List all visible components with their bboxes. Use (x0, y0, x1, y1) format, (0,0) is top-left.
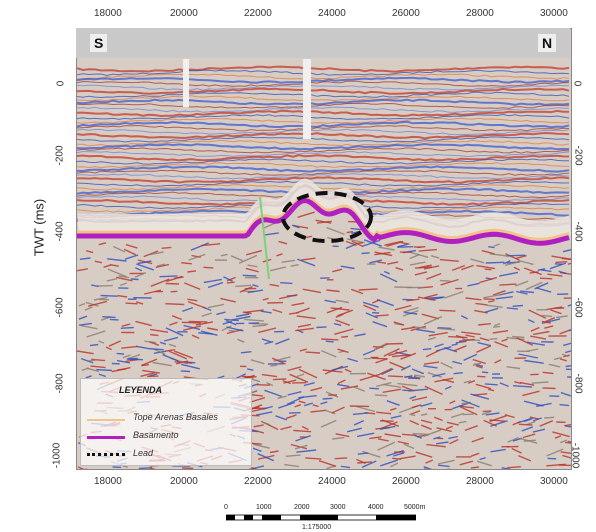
scale-label: 2000 (294, 504, 310, 511)
y-tick: -800 (54, 373, 66, 394)
x-tick: 22000 (244, 8, 272, 19)
x-tick: 28000 (466, 476, 494, 487)
scale-label: 3000 (330, 504, 346, 511)
x-tick: 20000 (170, 476, 198, 487)
legend-title: LEYENDA (119, 385, 163, 395)
legend-item-basamento: Basamento (133, 430, 179, 440)
scale-bar-graphic (226, 514, 416, 521)
y-tick: -1000 (51, 442, 63, 469)
header-band (76, 28, 570, 58)
x-tick: 22000 (244, 476, 272, 487)
x-tick: 20000 (170, 8, 198, 19)
legend-swatch-basamento (87, 436, 125, 439)
y-tick: 0 (571, 80, 583, 87)
y-tick: -400 (54, 221, 66, 242)
x-tick: 18000 (94, 476, 122, 487)
y-tick: -600 (54, 297, 66, 318)
x-tick: 26000 (392, 8, 420, 19)
y-tick: -400 (572, 221, 584, 242)
y-axis-label: TWT (ms) (31, 198, 47, 257)
scale-label: 1000 (256, 504, 272, 511)
x-tick: 18000 (94, 8, 122, 19)
legend-swatch-tope (87, 419, 125, 421)
y-tick: -200 (54, 145, 66, 166)
legend-item-tope: Tope Arenas Basales (133, 412, 218, 422)
y-tick: 0 (55, 80, 67, 87)
scale-label: 0 (224, 504, 228, 511)
y-tick: -600 (572, 297, 584, 318)
x-tick: 26000 (392, 476, 420, 487)
y-tick: -200 (572, 145, 584, 166)
x-tick: 28000 (466, 8, 494, 19)
scale-label: 4000 (368, 504, 384, 511)
legend-swatch-lead (87, 453, 125, 456)
x-tick: 24000 (318, 8, 346, 19)
x-tick: 30000 (540, 8, 568, 19)
x-tick: 30000 (540, 476, 568, 487)
y-tick: -800 (572, 373, 584, 394)
x-tick: 24000 (318, 476, 346, 487)
direction-south-label: S (90, 34, 108, 52)
legend-item-lead: Lead (133, 448, 154, 458)
legend: LEYENDA Tope Arenas Basales Basamento Le… (80, 378, 252, 466)
scale-ratio: 1:175000 (302, 524, 332, 531)
scale-label: 5000m (404, 504, 426, 511)
direction-north-label: N (538, 34, 557, 52)
